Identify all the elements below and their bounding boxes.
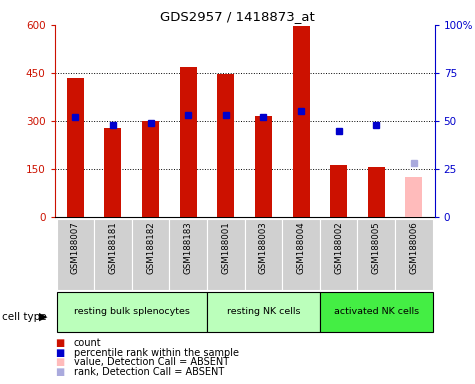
- Text: ■: ■: [55, 348, 64, 358]
- Bar: [320, 219, 358, 290]
- Bar: [170, 219, 207, 290]
- Text: GSM188183: GSM188183: [184, 221, 193, 274]
- Bar: [293, 26, 310, 217]
- Text: GSM188006: GSM188006: [409, 221, 418, 274]
- Text: GSM188005: GSM188005: [372, 221, 381, 274]
- Bar: [180, 67, 197, 217]
- Text: count: count: [74, 338, 101, 348]
- Bar: [57, 219, 94, 290]
- Text: GSM188181: GSM188181: [108, 221, 117, 274]
- Text: cell type: cell type: [2, 312, 47, 322]
- Bar: [94, 219, 132, 290]
- Text: resting bulk splenocytes: resting bulk splenocytes: [74, 308, 190, 316]
- Bar: [245, 219, 282, 290]
- Text: activated NK cells: activated NK cells: [334, 308, 419, 316]
- Text: GDS2957 / 1418873_at: GDS2957 / 1418873_at: [160, 10, 315, 23]
- Text: ■: ■: [55, 358, 64, 367]
- Bar: [218, 74, 234, 217]
- Bar: [104, 128, 122, 217]
- Text: percentile rank within the sample: percentile rank within the sample: [74, 348, 238, 358]
- Bar: [320, 292, 433, 332]
- Bar: [368, 167, 385, 217]
- Text: resting NK cells: resting NK cells: [227, 308, 300, 316]
- Text: rank, Detection Call = ABSENT: rank, Detection Call = ABSENT: [74, 367, 224, 377]
- Bar: [142, 121, 159, 217]
- Bar: [406, 177, 422, 217]
- Bar: [395, 219, 433, 290]
- Text: GSM188182: GSM188182: [146, 221, 155, 274]
- Bar: [132, 219, 170, 290]
- Text: value, Detection Call = ABSENT: value, Detection Call = ABSENT: [74, 358, 229, 367]
- Bar: [255, 116, 272, 217]
- Text: ■: ■: [55, 338, 64, 348]
- Bar: [207, 219, 245, 290]
- Text: ▶: ▶: [39, 312, 48, 322]
- Text: GSM188001: GSM188001: [221, 221, 230, 274]
- Text: ■: ■: [55, 367, 64, 377]
- Bar: [207, 292, 320, 332]
- Bar: [330, 165, 347, 217]
- Text: GSM188004: GSM188004: [296, 221, 305, 274]
- Text: GSM188003: GSM188003: [259, 221, 268, 274]
- Bar: [67, 78, 84, 217]
- Bar: [282, 219, 320, 290]
- Text: GSM188002: GSM188002: [334, 221, 343, 274]
- Bar: [358, 219, 395, 290]
- Text: GSM188007: GSM188007: [71, 221, 80, 274]
- Bar: [57, 292, 207, 332]
